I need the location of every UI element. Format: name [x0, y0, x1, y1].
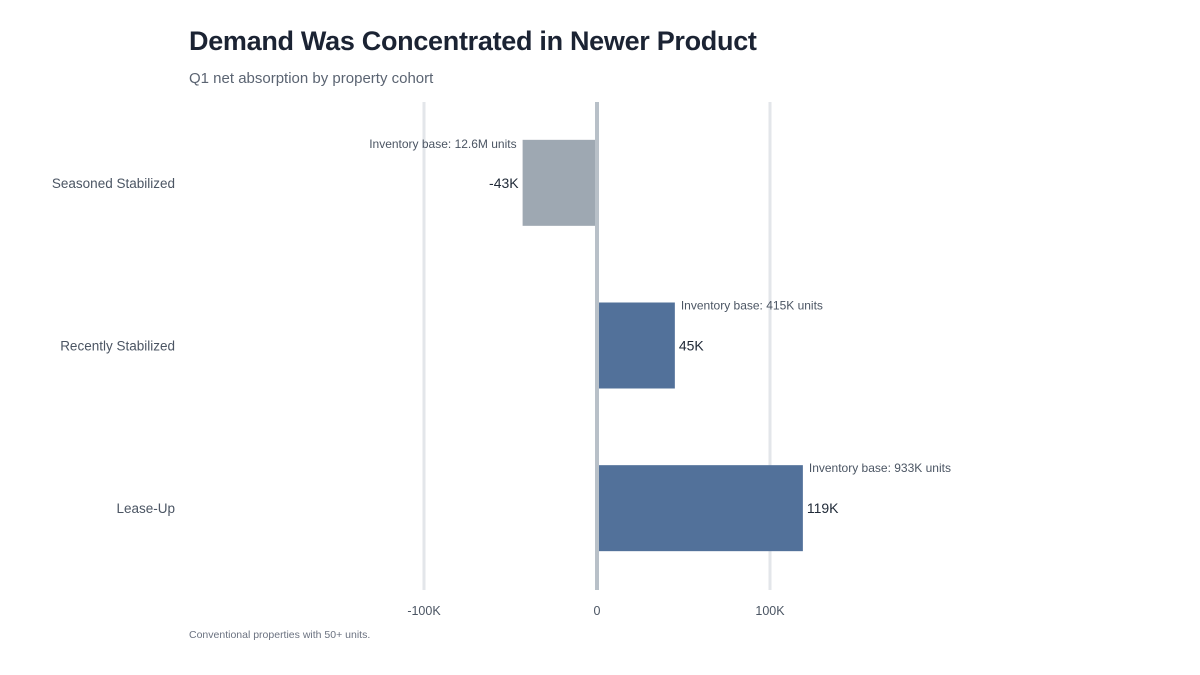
x-tick-label: 0: [594, 604, 601, 618]
x-tick-label: -100K: [407, 604, 441, 618]
bar: [597, 465, 803, 552]
bar-annotation: Inventory base: 12.6M units: [369, 137, 516, 151]
y-category-label: Seasoned Stabilized: [52, 176, 175, 191]
chart-footnote: Conventional properties with 50+ units.: [189, 629, 371, 641]
bar: [522, 139, 597, 226]
chart-title: Demand Was Concentrated in Newer Product: [189, 26, 757, 56]
data-label: -43K: [489, 175, 519, 191]
chart-subtitle: Q1 net absorption by property cohort: [189, 70, 434, 87]
y-category-label: Recently Stabilized: [60, 339, 175, 354]
x-tick-label: 100K: [755, 604, 785, 618]
data-label: 45K: [679, 338, 705, 354]
bar: [597, 302, 675, 389]
bar-annotation: Inventory base: 415K units: [681, 299, 823, 313]
data-label: 119K: [807, 500, 839, 516]
bar-annotation: Inventory base: 933K units: [809, 461, 951, 475]
y-category-label: Lease-Up: [116, 501, 175, 516]
